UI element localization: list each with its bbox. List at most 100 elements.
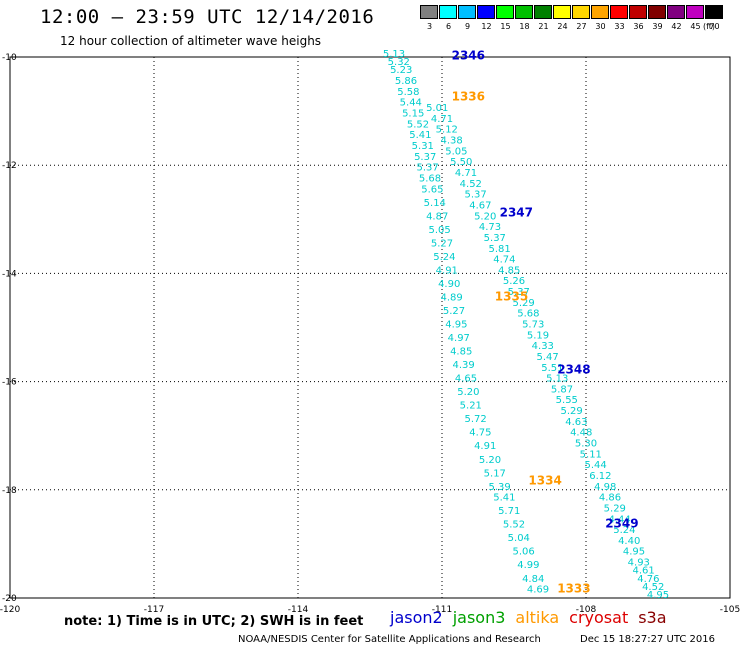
wave-height-value: 5.29 <box>512 298 534 309</box>
wave-height-value: 5.32 <box>388 57 410 68</box>
wave-height-value: 4.85 <box>450 347 472 358</box>
color-swatch <box>572 5 590 19</box>
wave-height-value: 4.33 <box>532 341 554 352</box>
wave-height-value: 4.38 <box>440 136 462 147</box>
wave-height-value: 5.23 <box>390 65 412 76</box>
wave-height-value: 4.63 <box>565 417 587 428</box>
wave-height-value: 4.95 <box>445 320 467 331</box>
wave-height-value: 5.68 <box>517 309 539 320</box>
wave-height-value: 5.81 <box>488 244 510 255</box>
pass-time-label: 1333 <box>557 582 590 596</box>
y-tick-label: -16 <box>2 378 17 388</box>
wave-height-value: 5.13 <box>383 49 405 60</box>
x-tick-label: -120 <box>0 605 20 615</box>
wave-height-value: 4.87 <box>426 211 448 222</box>
color-swatch <box>553 5 571 19</box>
wave-height-value: 5.86 <box>395 76 417 87</box>
wave-height-value: 5.24 <box>613 525 635 536</box>
color-swatch <box>515 5 533 19</box>
legend-jason2: jason2 <box>390 608 443 627</box>
color-swatch <box>420 5 438 19</box>
wave-height-value: 4.98 <box>594 482 616 493</box>
wave-height-value: 5.37 <box>416 163 438 174</box>
wave-height-value: 4.95 <box>647 590 669 601</box>
color-scale <box>420 5 724 21</box>
wave-height-value: 5.37 <box>464 190 486 201</box>
legend-cryosat: cryosat <box>569 608 629 627</box>
color-swatch <box>439 5 457 19</box>
wave-height-value: 4.84 <box>522 574 544 585</box>
color-scale-label: 12 <box>481 22 492 31</box>
y-tick-label: -12 <box>2 161 17 171</box>
wave-height-value: 5.20 <box>457 387 479 398</box>
wave-height-value: 5.52 <box>503 520 525 531</box>
color-swatch <box>477 5 495 19</box>
color-swatch <box>610 5 628 19</box>
wave-height-value: 5.19 <box>527 330 549 341</box>
wave-height-value: 4.67 <box>469 200 491 211</box>
wave-height-value: 4.71 <box>431 114 453 125</box>
wave-height-value: 5.65 <box>421 184 443 195</box>
wave-height-value: 5.71 <box>498 506 520 517</box>
wave-height-value: 5.52 <box>407 119 429 130</box>
wave-height-value: 4.97 <box>448 333 470 344</box>
color-scale-label: 30 <box>595 22 606 31</box>
wave-height-value: 4.93 <box>628 558 650 569</box>
wave-height-value: 4.52 <box>460 179 482 190</box>
wave-height-value: 5.29 <box>560 406 582 417</box>
wave-height-value: 5.44 <box>400 98 422 109</box>
wave-height-value: 4.71 <box>455 168 477 179</box>
wave-height-value: 5.37 <box>484 233 506 244</box>
wave-height-value: 5.12 <box>436 125 458 136</box>
color-scale-label: 21 <box>538 22 549 31</box>
wave-height-value: 5.26 <box>503 276 525 287</box>
color-scale-label: 36 <box>633 22 644 31</box>
pass-time-label: 2349 <box>605 517 638 531</box>
y-tick-label: -18 <box>2 486 17 496</box>
wave-height-value: 5.39 <box>488 482 510 493</box>
wave-height-value: 5.31 <box>412 141 434 152</box>
color-swatch <box>496 5 514 19</box>
wave-height-value: 5.51 <box>541 363 563 374</box>
pass-time-label: 1334 <box>528 473 561 487</box>
wave-height-value: 4.69 <box>527 585 549 596</box>
wave-height-value: 4.89 <box>440 292 462 303</box>
color-swatch <box>686 5 704 19</box>
timestamp-text: Dec 15 18:27:27 UTC 2016 <box>580 634 715 645</box>
x-tick-label: -114 <box>288 605 309 615</box>
wave-height-value: 5.20 <box>474 211 496 222</box>
wave-height-value: 5.24 <box>433 252 455 263</box>
wave-height-value: 5.41 <box>493 493 515 504</box>
wave-height-value: 6.12 <box>589 471 611 482</box>
color-swatch <box>591 5 609 19</box>
pass-time-label: 2348 <box>557 362 590 376</box>
x-tick-label: -108 <box>576 605 597 615</box>
color-scale-labels: 3 6 9 12 15 18 21 24 27 30 33 36 39 42 45 70 <box>420 22 724 31</box>
wave-height-value: 4.95 <box>623 547 645 558</box>
wave-height-value: 5.47 <box>536 352 558 363</box>
pass-time-label: 2346 <box>452 49 485 63</box>
legend-jason3: jason3 <box>452 608 506 627</box>
wave-height-value: 4.85 <box>498 265 520 276</box>
wave-height-value: 5.06 <box>512 547 534 558</box>
wave-height-value: 5.27 <box>443 306 465 317</box>
footnote: note: 1) Time is in UTC; 2) SWH is in fe… <box>64 614 364 629</box>
wave-height-value: 5.41 <box>409 130 431 141</box>
wave-height-value: 5.50 <box>450 157 472 168</box>
color-scale-label: 39 <box>652 22 663 31</box>
legend-s3a: s3a <box>638 608 667 627</box>
x-tick-label: -117 <box>144 605 164 615</box>
pass-time-label: 1335 <box>495 289 528 303</box>
wave-height-value: 4.76 <box>637 574 659 585</box>
wave-height-value: 5.15 <box>402 109 424 120</box>
x-tick-label: -105 <box>720 605 740 615</box>
color-swatch <box>648 5 666 19</box>
wave-height-value: 4.73 <box>479 222 501 233</box>
map-subtitle: 12 hour collection of altimeter wave hei… <box>60 34 322 48</box>
wave-height-value: 4.75 <box>469 428 491 439</box>
color-scale-label: 15 <box>500 22 511 31</box>
wave-height-value: 5.55 <box>556 395 578 406</box>
wave-height-value: 4.40 <box>618 536 640 547</box>
wave-height-value: 5.37 <box>508 287 530 298</box>
